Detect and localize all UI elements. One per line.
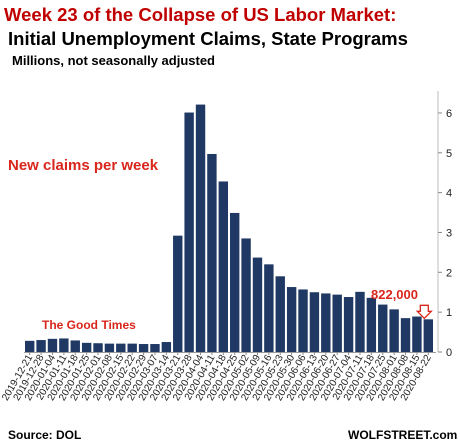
bar (389, 309, 399, 352)
bar (298, 289, 308, 352)
annotation-last-value: 822,000 (371, 287, 418, 302)
bar (230, 212, 240, 352)
y-tick-label: 3 (446, 227, 452, 239)
bar (59, 338, 69, 352)
bar (173, 235, 183, 352)
units-note: Millions, not seasonally adjusted (12, 53, 215, 68)
bar (241, 238, 251, 352)
y-tick-label: 5 (446, 148, 452, 160)
bar (81, 342, 92, 352)
bar (400, 318, 411, 352)
chart-subtitle: Initial Unemployment Claims, State Progr… (8, 28, 408, 49)
y-tick-label: 6 (446, 108, 452, 120)
bar (309, 292, 320, 352)
bar (218, 181, 228, 352)
bar (127, 343, 137, 352)
brand-logo: WOLFSTREET.com (348, 428, 458, 442)
bar (25, 340, 35, 352)
bar (93, 343, 103, 352)
y-tick-label: 1 (446, 307, 452, 319)
bar (321, 293, 331, 352)
bar (286, 287, 297, 352)
bar (412, 316, 422, 352)
bar (343, 297, 354, 352)
source-note: Source: DOL (8, 428, 82, 442)
bar (355, 291, 365, 352)
chart-title: Week 23 of the Collapse of US Labor Mark… (4, 4, 397, 25)
bar (138, 344, 149, 352)
bar (150, 344, 160, 352)
y-tick-label: 2 (446, 267, 452, 279)
bar (378, 304, 388, 352)
bar (104, 343, 115, 352)
bar (161, 342, 172, 352)
bar (195, 104, 206, 352)
y-tick-label: 4 (446, 188, 452, 200)
bar (423, 319, 433, 352)
annotation-good-times: The Good Times (42, 318, 136, 332)
bar (47, 338, 58, 352)
annotation-new-claims: New claims per week (8, 157, 159, 174)
bar (70, 340, 80, 352)
bar (366, 297, 377, 352)
y-tick-label: 0 (446, 347, 452, 359)
down-arrow-icon (415, 304, 433, 320)
bar (252, 257, 263, 352)
bar (116, 343, 126, 352)
bar (332, 294, 342, 353)
bar (36, 340, 46, 352)
bar (207, 153, 217, 352)
bar (275, 276, 285, 352)
bar (264, 264, 274, 352)
bar (184, 112, 194, 352)
